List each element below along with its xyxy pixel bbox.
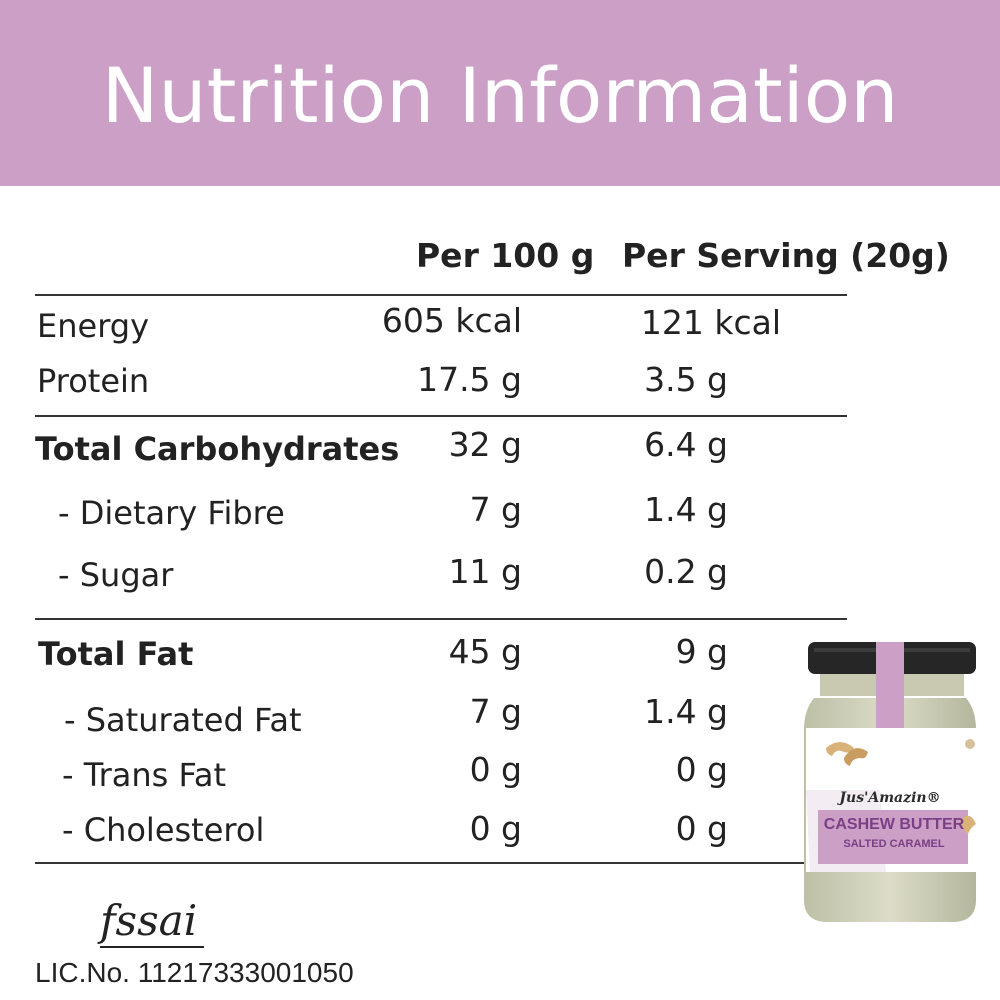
value-per-serving: 0.2 g — [644, 552, 728, 591]
column-header-per-serving: Per Serving (20g) — [622, 236, 950, 275]
fssai-logo: fssai — [100, 896, 198, 945]
value-per-serving: 6.4 g — [644, 425, 728, 464]
header-banner: Nutrition Information — [0, 0, 1000, 186]
value-per-100g: 32 g — [448, 425, 522, 464]
product-flavor: SALTED CARAMEL — [843, 838, 945, 850]
value-per-serving: 1.4 g — [644, 692, 728, 731]
value-per-serving: 1.4 g — [644, 490, 728, 529]
value-per-100g: 17.5 g — [417, 360, 522, 399]
value-per-serving: 0 g — [675, 809, 728, 848]
column-header-per-100g: Per 100 g — [416, 236, 595, 275]
table-divider — [35, 862, 847, 864]
value-per-100g: 0 g — [469, 750, 522, 789]
value-per-serving: 121 kcal — [640, 303, 781, 342]
value-per-serving: 3.5 g — [644, 360, 728, 399]
value-per-serving: 9 g — [675, 632, 728, 671]
table-divider — [35, 618, 847, 620]
row-label-saturated-fat: - Saturated Fat — [64, 701, 302, 739]
table-divider — [35, 294, 847, 296]
row-label-cholesterol: - Cholesterol — [62, 811, 265, 849]
row-label-sugar: - Sugar — [58, 556, 174, 594]
fssai-underline — [100, 946, 204, 948]
table-divider — [35, 415, 847, 417]
value-per-100g: 0 g — [469, 809, 522, 848]
row-label-dietary-fibre: - Dietary Fibre — [58, 494, 285, 532]
row-label-trans-fat: - Trans Fat — [62, 756, 227, 794]
value-per-100g: 7 g — [469, 490, 522, 529]
product-jar-image — [804, 642, 976, 922]
row-label-protein: Protein — [37, 362, 150, 400]
value-per-100g: 45 g — [448, 632, 522, 671]
row-label-total-carbohydrates: Total Carbohydrates — [35, 430, 400, 468]
value-per-100g: 605 kcal — [381, 301, 522, 340]
value-per-100g: 7 g — [469, 692, 522, 731]
product-brand: Jus'Amazin® — [839, 790, 941, 806]
product-name: CASHEW BUTTER — [823, 816, 965, 833]
row-label-total-fat: Total Fat — [38, 635, 194, 673]
value-per-100g: 11 g — [448, 552, 522, 591]
page-title: Nutrition Information — [101, 51, 899, 140]
license-number: LIC.No. 11217333001050 — [35, 957, 354, 988]
row-label-energy: Energy — [37, 307, 150, 345]
value-per-serving: 0 g — [675, 750, 728, 789]
